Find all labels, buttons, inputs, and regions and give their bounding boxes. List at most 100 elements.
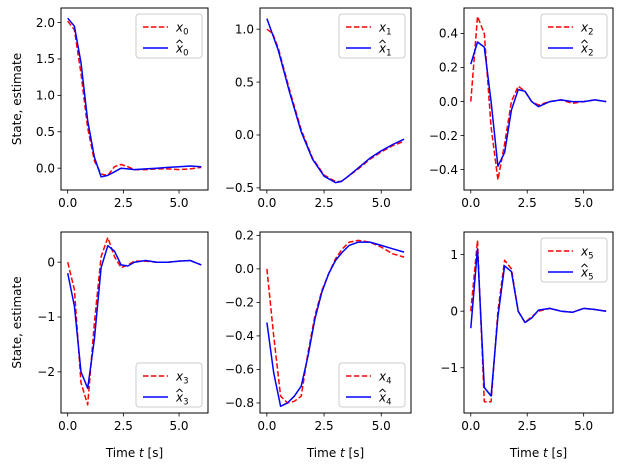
y-tick-label: 0.2 <box>439 61 458 75</box>
series-line-4-estimate <box>266 241 405 408</box>
x-tick-label: 0.0 <box>257 419 276 433</box>
x-axis-label: Time t [s] <box>306 446 364 460</box>
hat-accent <box>379 388 386 393</box>
x-tick-label: 2.5 <box>315 419 334 433</box>
x-tick-label: 2.5 <box>518 196 537 210</box>
legend-box <box>135 362 203 408</box>
y-tick-label: 2.0 <box>36 16 55 30</box>
x-tick-label: 5.0 <box>169 196 188 210</box>
y-tick-label: −0.5 <box>225 181 254 195</box>
legend-label: x0 <box>175 42 189 59</box>
y-tick-label: −0.8 <box>225 396 254 410</box>
axes-frame <box>463 231 614 414</box>
series-line-2-state <box>470 15 607 181</box>
series-line-5-estimate <box>470 248 607 397</box>
hat-accent <box>379 39 386 44</box>
plot-area <box>67 17 202 178</box>
x-tick-label: 5.0 <box>372 419 391 433</box>
series-line-0-state <box>67 20 202 177</box>
axes-frame <box>60 231 209 414</box>
y-tick-label: 1.5 <box>36 52 55 66</box>
series-line-1-estimate <box>266 18 405 184</box>
axes-frame <box>259 231 412 414</box>
y-tick-label: −1 <box>37 310 55 324</box>
y-tick-label: 1.0 <box>235 22 254 36</box>
subplot-4: 0.0 2.5 5.0 −0.8 −0.6 −0.4 −0.2 0.0 0.2 Time t [s… <box>225 229 412 460</box>
x-tick-label: 2.5 <box>114 196 133 210</box>
y-tick-label: −1 <box>440 361 458 375</box>
legend-box <box>540 13 608 59</box>
y-tick-label: 0.0 <box>439 95 458 109</box>
x-tick-label: 2.5 <box>315 196 334 210</box>
y-tick-label: 0.5 <box>36 125 55 139</box>
legend-label: x2 <box>580 21 594 38</box>
x-axis-label: Time t [s] <box>105 446 163 460</box>
x-axis-label: Time t [s] <box>509 446 567 460</box>
y-tick-label: 0 <box>450 304 458 318</box>
y-tick-label: 0.4 <box>439 27 458 41</box>
y-tick-label: 1 <box>450 248 458 262</box>
legend-box <box>338 13 406 59</box>
legend-label: x4 <box>378 391 392 408</box>
y-tick-label: 0.0 <box>235 128 254 142</box>
legend-label: x2 <box>580 42 594 59</box>
x-tick-label: 2.5 <box>114 419 133 433</box>
x-tick-label: 0.0 <box>461 196 480 210</box>
x-tick-label: 0.0 <box>58 419 77 433</box>
x-tick-label: 5.0 <box>574 196 593 210</box>
y-tick-label: −0.2 <box>429 129 458 143</box>
hat-accent <box>581 39 588 44</box>
y-tick-label: 0.0 <box>36 161 55 175</box>
hat-accent <box>581 263 588 268</box>
subplot-0: 0.0 2.5 5.0 0.0 0.5 1.0 1.5 2.0 State, estimate x… <box>10 7 209 210</box>
legend-label: x1 <box>378 21 392 38</box>
hat-accent <box>176 388 183 393</box>
legend-label: x5 <box>580 245 594 262</box>
legend-label: x1 <box>378 42 392 59</box>
subplot-3: 0.0 2.5 5.0 −2 −1 0 State, estimate Time t [s] x… <box>10 231 209 460</box>
y-tick-label: −0.4 <box>429 163 458 177</box>
axes-frame <box>259 7 412 191</box>
series-line-0-estimate <box>67 17 202 178</box>
plot-area <box>266 18 405 184</box>
series-line-2-estimate <box>470 41 607 167</box>
plot-area <box>266 239 405 408</box>
x-tick-label: 0.0 <box>461 419 480 433</box>
legend-label: x3 <box>175 391 189 408</box>
plot-area <box>66 236 202 406</box>
y-axis-label: State, estimate <box>10 276 24 368</box>
y-tick-label: −0.6 <box>225 363 254 377</box>
series-line-3-estimate <box>66 244 202 390</box>
x-tick-label: 5.0 <box>372 196 391 210</box>
y-tick-label: 0 <box>47 255 55 269</box>
legend-label: x5 <box>580 266 594 283</box>
y-tick-label: 0.2 <box>235 229 254 243</box>
y-tick-label: 0.0 <box>235 262 254 276</box>
legend-box <box>135 13 203 59</box>
hat-accent <box>176 39 183 44</box>
y-tick-label: −0.4 <box>225 329 254 343</box>
legend-label: x4 <box>378 370 392 387</box>
y-tick-label: 0.5 <box>235 75 254 89</box>
x-tick-label: 5.0 <box>169 419 188 433</box>
legend-box <box>540 237 608 283</box>
plot-area <box>470 15 607 181</box>
axes-frame <box>60 7 209 191</box>
y-tick-label: −2 <box>37 365 55 379</box>
axes-frame <box>463 7 614 191</box>
x-tick-label: 0.0 <box>58 196 77 210</box>
legend-label: x3 <box>175 370 189 387</box>
x-tick-label: 5.0 <box>574 419 593 433</box>
y-tick-label: −0.2 <box>225 296 254 310</box>
legend-box <box>338 362 406 408</box>
legend-label: x0 <box>175 21 189 38</box>
